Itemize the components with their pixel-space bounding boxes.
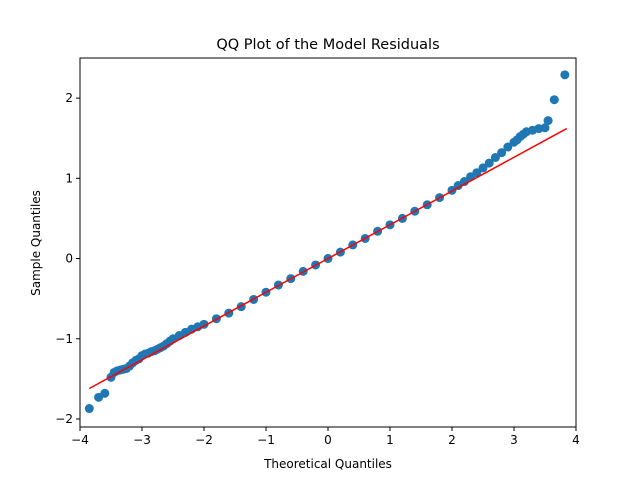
data-point xyxy=(503,142,513,152)
x-tick-label: 0 xyxy=(324,433,332,447)
y-tick-label: 0 xyxy=(65,252,73,266)
reference-line xyxy=(88,127,568,390)
x-tick-label: −2 xyxy=(195,433,213,447)
data-point xyxy=(497,148,507,158)
y-tick-label: −2 xyxy=(55,412,73,426)
y-tick-label: 2 xyxy=(65,91,73,105)
x-tick-label: 2 xyxy=(448,433,456,447)
plot-area: −4 −3 −2 −1 0 1 2 3 4 −2 −1 0 1 2 xyxy=(55,57,580,447)
x-tick-label: −1 xyxy=(257,433,275,447)
x-tick-label: 3 xyxy=(510,433,518,447)
y-axis-label: Sample Quantiles xyxy=(29,190,43,296)
chart-title: QQ Plot of the Model Residuals xyxy=(216,37,439,53)
y-tick-label: 1 xyxy=(65,171,73,185)
data-point xyxy=(484,158,494,168)
plot-frame xyxy=(79,57,577,428)
x-tick-label: 4 xyxy=(572,433,580,447)
data-point xyxy=(549,95,559,105)
x-tick-label: −3 xyxy=(133,433,151,447)
data-point xyxy=(100,388,110,398)
x-axis-label: Theoretical Quantiles xyxy=(263,457,392,471)
data-point xyxy=(490,152,500,162)
data-point xyxy=(560,70,570,80)
data-point xyxy=(478,163,488,173)
y-tick-label: −1 xyxy=(55,332,73,346)
x-tick-label: −4 xyxy=(71,433,89,447)
data-point xyxy=(84,404,94,414)
data-point xyxy=(540,123,550,133)
data-point xyxy=(543,116,553,126)
data-point xyxy=(472,168,482,178)
x-tick-label: 1 xyxy=(386,433,394,447)
